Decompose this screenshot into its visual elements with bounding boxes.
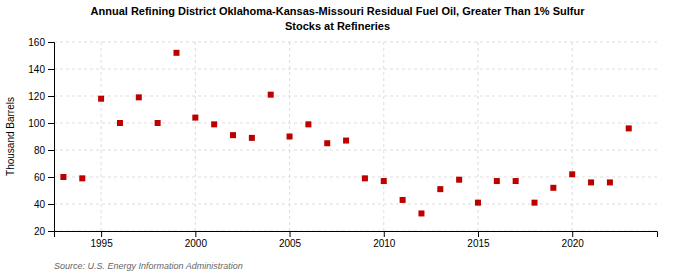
y-axis: 20 40 60 80 100 120 140 160 xyxy=(28,37,54,237)
point xyxy=(117,120,123,126)
marks xyxy=(60,50,631,217)
y-tick-label: 60 xyxy=(34,172,46,183)
y-tick: 60 xyxy=(34,172,54,183)
y-grid-line xyxy=(54,123,657,124)
point xyxy=(155,120,161,126)
y-tick: 120 xyxy=(28,91,54,102)
x-tick: 2005 xyxy=(279,231,302,249)
point xyxy=(513,178,519,184)
x-tick-mark xyxy=(572,231,573,237)
point xyxy=(626,125,632,131)
x-tick: 2000 xyxy=(185,231,208,249)
x-tick-label: 2005 xyxy=(279,238,302,249)
x-tick-mark xyxy=(478,231,479,237)
x-tick-label: 2010 xyxy=(373,238,396,249)
y-grid-line xyxy=(54,42,657,43)
y-tick: 20 xyxy=(34,226,54,237)
x-tick-label: 2015 xyxy=(467,238,490,249)
point xyxy=(268,92,274,98)
point xyxy=(305,121,311,127)
y-grid-line xyxy=(54,177,657,178)
point xyxy=(437,186,443,192)
y-tick-label: 140 xyxy=(28,64,45,75)
y-tick-mark xyxy=(48,150,54,151)
point xyxy=(211,121,217,127)
point xyxy=(343,138,349,144)
x-tick: 2010 xyxy=(373,231,396,249)
y-tick-label: 100 xyxy=(28,118,45,129)
point xyxy=(362,175,368,181)
x-tick: 1995 xyxy=(90,231,113,249)
y-tick: 40 xyxy=(34,199,54,210)
y-tick-label: 40 xyxy=(34,199,46,210)
y-axis-line xyxy=(48,43,55,232)
x-tick: 2020 xyxy=(562,231,585,249)
point xyxy=(98,96,104,102)
source-note: Source: U.S. Energy Information Administ… xyxy=(54,261,243,271)
x-tick: 2015 xyxy=(467,231,490,249)
point xyxy=(173,50,179,56)
x-grid-line xyxy=(195,42,196,231)
x-tick-label: 2000 xyxy=(185,238,208,249)
x-axis: 1995 2000 2005 2010 2015 2020 xyxy=(55,231,658,249)
x-tick-label: 2020 xyxy=(562,238,585,249)
y-tick: 100 xyxy=(28,118,54,129)
y-tick: 140 xyxy=(28,64,54,75)
subtitle: Stocks at Refineries xyxy=(285,20,390,32)
title: Annual Refining District Oklahoma-Kansas… xyxy=(91,5,586,17)
y-axis-label: Thousand Barrels xyxy=(5,97,16,176)
point xyxy=(79,175,85,181)
point xyxy=(418,210,424,216)
point xyxy=(60,174,66,180)
chart-svg: 1995200020052010201520202040608010012014… xyxy=(0,0,675,275)
point xyxy=(588,179,594,185)
y-tick: 80 xyxy=(34,145,54,156)
y-tick-mark xyxy=(48,69,54,70)
y-tick-label: 80 xyxy=(34,145,46,156)
point xyxy=(249,135,255,141)
chart-container: 1995200020052010201520202040608010012014… xyxy=(0,0,675,275)
grid xyxy=(54,42,657,231)
point xyxy=(192,115,198,121)
point xyxy=(532,200,538,206)
x-grid-line xyxy=(383,42,384,231)
point xyxy=(400,197,406,203)
y-tick-label: 160 xyxy=(28,37,45,48)
x-grid-line xyxy=(572,42,573,231)
x-tick-mark xyxy=(290,231,291,237)
point xyxy=(230,132,236,138)
x-axis-line xyxy=(55,232,658,238)
point xyxy=(475,200,481,206)
x-tick-label: 1995 xyxy=(90,238,113,249)
y-grid-line xyxy=(54,69,657,70)
point xyxy=(381,178,387,184)
x-tick-mark xyxy=(384,231,385,237)
y-grid-line xyxy=(54,96,657,97)
y-tick-mark xyxy=(48,177,54,178)
x-tick-mark xyxy=(195,231,196,237)
x-grid-line xyxy=(101,42,102,231)
plot-area: 1995200020052010201520202040608010012014… xyxy=(28,37,657,249)
y-tick-mark xyxy=(48,123,54,124)
point xyxy=(494,178,500,184)
point xyxy=(324,140,330,146)
y-tick-mark xyxy=(48,204,54,205)
y-grid-line xyxy=(54,204,657,205)
point xyxy=(550,185,556,191)
y-tick-mark xyxy=(48,42,54,43)
y-tick-label: 120 xyxy=(28,91,45,102)
y-tick-mark xyxy=(48,96,54,97)
point xyxy=(136,94,142,100)
y-tick-label: 20 xyxy=(34,226,46,237)
y-tick: 160 xyxy=(28,37,54,48)
point xyxy=(287,134,293,140)
x-tick-mark xyxy=(101,231,102,237)
point xyxy=(569,171,575,177)
y-grid-line xyxy=(54,150,657,151)
point xyxy=(607,179,613,185)
y-tick-mark xyxy=(48,231,54,232)
point xyxy=(456,177,462,183)
